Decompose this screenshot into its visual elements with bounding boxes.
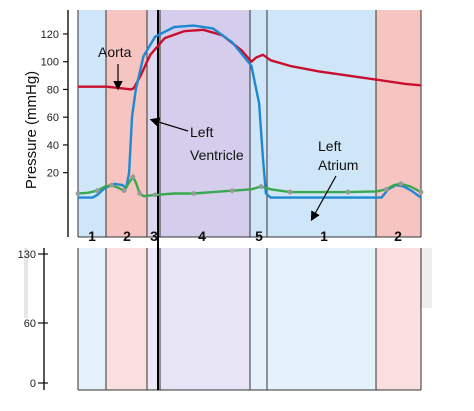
lower-phase-band-4 [160,248,250,390]
annotation-3: Left [318,138,341,154]
upper-y-tick-label-20: 20 [47,168,59,180]
left-atrium-pointer [310,175,337,222]
phase-label-2: 2 [123,228,131,244]
phase-label-3: 3 [150,228,158,244]
series-line-left-ventricle [78,24,422,199]
annotation-0: Aorta [98,44,132,60]
lower-phase-band-1 [78,248,106,390]
phase-label-4: 4 [198,228,206,244]
series-marker-left-atrium-14 [191,191,197,196]
series-marker-left-atrium-8 [130,174,136,180]
phase-label-5: 5 [255,228,263,244]
upper-phase-band-5 [250,10,267,237]
upper-phase-band-1 [78,10,106,237]
lower-phase-band-6 [267,248,376,390]
shadow-right [420,248,432,308]
annotation-4: Atrium [318,157,358,173]
lower-phase-band-3 [147,248,160,390]
series-marker-left-atrium-18 [258,184,264,189]
phase-label-1: 1 [88,228,96,244]
series-marker-left-atrium-10 [137,191,143,196]
series-marker-left-atrium-4 [109,182,115,188]
phase-label-6: 1 [320,228,328,244]
series-marker-left-atrium-6 [121,188,127,194]
series-marker-left-atrium-12 [152,192,158,198]
upper-y-tick-label-40: 40 [47,140,59,152]
upper-phase-band-7 [376,10,421,237]
phase-label-7: 2 [394,228,402,244]
upper-phase-band-6 [267,10,376,237]
lower-y-tick-label-0: 0 [30,378,36,390]
lower-phase-band-7 [376,248,421,390]
lower-phase-band-2 [106,248,147,390]
series-marker-left-atrium-16 [229,188,235,194]
annotation-1: Left [190,124,213,140]
series-marker-left-atrium-0 [75,191,81,196]
upper-y-tick-label-120: 120 [41,29,59,41]
lower-y-tick-label-130: 130 [18,249,36,261]
upper-phase-band-4 [160,10,250,237]
series-marker-left-atrium-2 [94,188,100,194]
upper-y-tick-label-80: 80 [47,84,59,96]
series-marker-left-atrium-24 [383,186,389,192]
lower-phase-band-5 [250,248,267,390]
shadow-left [24,248,28,318]
series-marker-left-atrium-20 [287,189,293,195]
annotation-2: Ventricle [190,147,244,163]
series-marker-left-atrium-26 [398,181,404,187]
upper-phase-band-2 [106,10,147,237]
left-ventricle-pointer [149,117,189,132]
upper-y-tick-label-60: 60 [47,112,59,124]
y-axis-label: Pressure (mmHg) [23,71,40,189]
series-marker-left-atrium-28 [418,189,424,195]
series-marker-left-atrium-22 [345,189,351,195]
lower-y-tick-label-60: 60 [24,318,36,330]
upper-y-tick-label-100: 100 [41,57,59,69]
